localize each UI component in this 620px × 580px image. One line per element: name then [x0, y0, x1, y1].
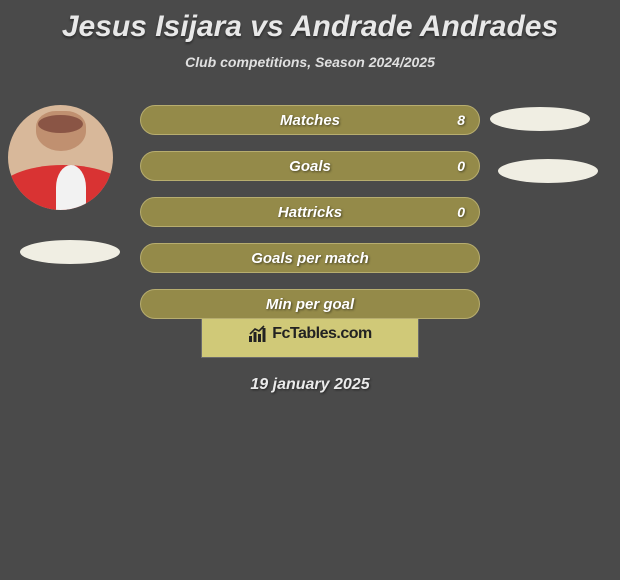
player-name-pill-left: [20, 240, 120, 264]
stat-value: 0: [457, 158, 465, 174]
page-date: 19 january 2025: [0, 376, 620, 394]
stat-bar-matches: Matches 8: [140, 105, 480, 135]
stat-label: Min per goal: [266, 296, 354, 313]
player-stat-pill-right-2: [498, 159, 598, 183]
player-stat-pill-right-1: [490, 107, 590, 131]
page-title: Jesus Isijara vs Andrade Andrades: [0, 0, 620, 44]
stat-bar-hattricks: Hattricks 0: [140, 197, 480, 227]
player-avatar-left: [8, 105, 113, 210]
stat-bar-min-per-goal: Min per goal: [140, 289, 480, 319]
stat-bars: Matches 8 Goals 0 Hattricks 0 Goals per …: [140, 105, 480, 335]
stat-label: Matches: [280, 112, 340, 129]
stat-label: Hattricks: [278, 204, 342, 221]
stat-bar-goals: Goals 0: [140, 151, 480, 181]
stat-bar-goals-per-match: Goals per match: [140, 243, 480, 273]
stat-value: 0: [457, 204, 465, 220]
stat-label: Goals: [289, 158, 331, 175]
stat-label: Goals per match: [251, 250, 369, 267]
page-subtitle: Club competitions, Season 2024/2025: [0, 54, 620, 70]
stat-value: 8: [457, 112, 465, 128]
